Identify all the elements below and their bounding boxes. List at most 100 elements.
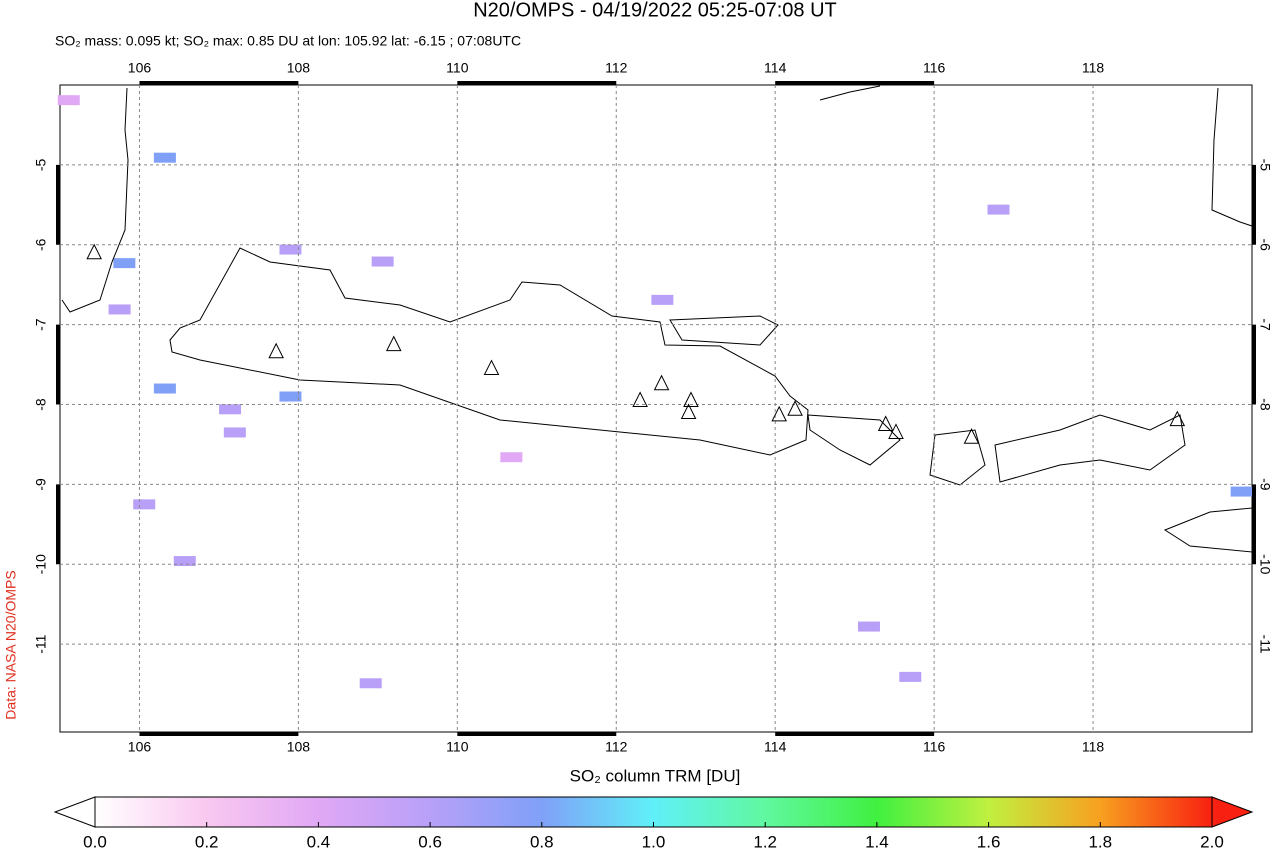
colorbar-tick-label: 1.8 (1088, 832, 1112, 851)
frame-bar (139, 732, 299, 736)
frame-bar (1252, 164, 1256, 245)
colorbar-tick-label: 1.6 (977, 832, 1001, 851)
colorbar-tick-label: 1.0 (642, 832, 666, 851)
sumbawa-coast (994, 414, 1186, 483)
y-tick-label: -10 (33, 554, 49, 574)
y-tick-label: -11 (33, 634, 49, 653)
y-tick-label: -8 (1257, 398, 1272, 411)
so2-cell (223, 427, 246, 438)
frame-bar (457, 81, 617, 85)
volcano (787, 400, 803, 416)
y-tick-label: -7 (1257, 318, 1272, 331)
colorbar-tick-label: 2.0 (1200, 832, 1224, 851)
volcano (268, 342, 284, 359)
y-tick-label: -5 (33, 158, 49, 171)
x-tick-label: 114 (764, 60, 787, 76)
java-coast (169, 247, 809, 456)
x-tick-label: 108 (287, 739, 311, 755)
frame-bar (139, 81, 299, 85)
so2-cell (359, 678, 382, 689)
subtitle: SO₂ mass: 0.095 kt; SO₂ max: 0.85 DU at … (55, 33, 521, 49)
data-source: Data: NASA N20/OMPS (3, 570, 19, 719)
frame-bar (56, 164, 60, 245)
so2-cell (57, 95, 80, 106)
so2-cell (108, 304, 131, 315)
so2-cell (279, 391, 302, 402)
x-tick-label: 116 (923, 739, 946, 755)
volcano (1169, 410, 1186, 427)
frame-bar (775, 732, 935, 736)
colorbar-tick-label: 0.0 (83, 832, 107, 851)
borneo-coast (819, 85, 881, 101)
colorbar-tick-label: 0.4 (307, 832, 331, 851)
frame-bar (56, 484, 60, 565)
x-tick-label: 108 (287, 60, 311, 76)
x-tick-label: 110 (446, 60, 469, 76)
colorbar-tick-label: 0.6 (418, 832, 442, 851)
y-tick-label: -5 (1257, 159, 1272, 172)
axes: 106 106 108 108 110 110 112 112 114 114 116 116 118 1… (33, 60, 1272, 755)
so2-cell (133, 499, 156, 510)
x-tick-label: 114 (764, 739, 787, 755)
map-frame (59, 84, 1253, 733)
y-tick-label: -7 (33, 318, 49, 331)
so2-cell (857, 621, 880, 632)
y-tick-label: -8 (33, 398, 49, 411)
so2-cell (651, 294, 674, 305)
y-tick-label: -11 (1257, 635, 1272, 654)
frame-bar (56, 324, 60, 405)
so2-cell (173, 556, 196, 567)
x-tick-label: 106 (128, 739, 152, 755)
so2-cell (279, 244, 302, 255)
colorbar-under (53, 796, 96, 828)
volcano (680, 403, 697, 419)
x-tick-label: 116 (923, 60, 946, 76)
volcano (483, 359, 500, 376)
bali-coast (807, 414, 901, 466)
volcano (963, 428, 980, 444)
so2-cell (219, 404, 242, 415)
colorbar-tick-label: 0.2 (195, 832, 219, 851)
y-tick-label: -9 (33, 478, 49, 491)
volcano (888, 423, 904, 439)
frame-bar (775, 81, 935, 85)
title: N20/OMPS - 04/19/2022 05:25-07:08 UT (473, 0, 837, 21)
x-tick-label: 112 (605, 739, 628, 755)
x-tick-label: 112 (605, 60, 628, 76)
volcano (86, 243, 102, 260)
y-tick-label: -6 (1257, 239, 1272, 252)
colorbar-tick-label: 0.8 (530, 832, 554, 851)
y-tick-label: -9 (1257, 478, 1272, 491)
y-tick-label: -10 (1257, 554, 1272, 574)
x-tick-label: 118 (1082, 739, 1105, 755)
madura-coast (669, 315, 779, 346)
so2-layer (57, 95, 1253, 689)
volcano (653, 374, 670, 391)
so2-cell (153, 383, 176, 394)
so2-cell (1230, 486, 1253, 497)
volcano (877, 415, 894, 431)
volcano (632, 391, 648, 408)
volcano (771, 405, 787, 422)
lombok-coast (929, 429, 986, 486)
so2-cell (371, 256, 394, 267)
volcano (683, 391, 699, 408)
coastlines (61, 85, 1253, 553)
colorbar-tick-label: 1.4 (865, 832, 889, 851)
volcano (385, 335, 402, 352)
so2-cell (987, 204, 1010, 215)
sumatra-coast (61, 87, 129, 313)
so2-cell (113, 258, 136, 269)
colorbar-tick-label: 1.2 (753, 832, 777, 851)
so2-cell (153, 152, 176, 163)
so2-cell (500, 452, 523, 463)
frame-bar (1252, 324, 1256, 405)
x-tick-label: 110 (446, 739, 469, 755)
frame-bar (1252, 484, 1256, 565)
x-tick-label: 106 (128, 60, 152, 76)
colorbar-over (1211, 796, 1254, 828)
frame-bar (457, 732, 617, 736)
so2-cell (899, 671, 922, 682)
sulawesi-coast (1211, 87, 1253, 227)
